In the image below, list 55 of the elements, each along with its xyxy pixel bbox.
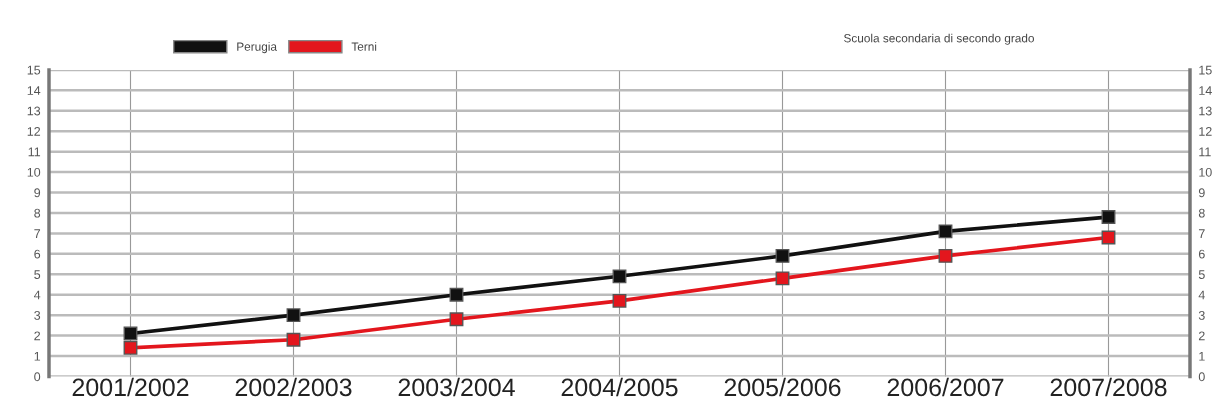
point — [449, 312, 464, 327]
point — [612, 293, 627, 308]
y2-tick-label: 14 — [1199, 86, 1212, 95]
y-tick-label: 11 — [28, 147, 41, 157]
y2-tick-label: 4 — [1198, 290, 1205, 300]
x-tick-label: 2001/2002 — [72, 377, 189, 397]
point — [775, 248, 790, 263]
y-tick-label: 13 — [27, 106, 41, 116]
y-tick-label: 8 — [34, 208, 41, 218]
y-tick-label: 12 — [27, 127, 41, 136]
y2-tick-label: 10 — [1199, 167, 1212, 177]
point — [1101, 210, 1116, 224]
point — [449, 287, 464, 302]
y2-tick-label: 15 — [1199, 65, 1212, 75]
y2-tick-label: 8 — [1198, 208, 1205, 218]
y2-tick-label: 5 — [1198, 270, 1205, 279]
y2-tick-label: 13 — [1199, 106, 1212, 116]
point — [123, 326, 138, 341]
x-tick-label: 2007/2008 — [1050, 377, 1167, 397]
y-tick-label: 1 — [34, 351, 41, 361]
x-tick-label: 2006/2007 — [887, 377, 1004, 397]
y-tick-label: 6 — [34, 249, 41, 259]
x-tick-label: 2005/2006 — [724, 377, 841, 397]
y-tick-label: 2 — [34, 331, 41, 341]
y-tick-label: 10 — [27, 167, 41, 177]
y-tick-label: 9 — [34, 188, 41, 198]
y2-tick-label: 7 — [1198, 229, 1205, 238]
point — [286, 308, 301, 323]
chart-title: Scuola secondaria di secondo grado — [844, 33, 1034, 45]
x-tick-label: 2002/2003 — [235, 377, 352, 397]
point — [612, 269, 627, 284]
y-tick-label: 5 — [34, 270, 41, 279]
point — [286, 332, 301, 347]
y2-tick-label: 11 — [1199, 147, 1211, 157]
y2-tick-label: 12 — [1199, 127, 1212, 136]
y-tick-label: 15 — [27, 65, 41, 75]
y-tick-label: 3 — [34, 310, 41, 320]
legend-label: Terni — [351, 42, 377, 51]
x-tick-label: 2004/2005 — [561, 377, 678, 397]
point — [123, 340, 138, 355]
y2-tick-label: 3 — [1198, 310, 1205, 320]
y-tick-label: 0 — [34, 372, 41, 382]
y2-tick-label: 0 — [1198, 372, 1205, 382]
y-tick-label: 4 — [34, 290, 41, 300]
y2-tick-label: 9 — [1198, 188, 1205, 198]
legend-label: Perugia — [237, 42, 277, 54]
y2-tick-label: 1 — [1199, 351, 1205, 361]
y2-tick-label: 6 — [1198, 249, 1205, 259]
x-tick-label: 2003/2004 — [398, 377, 515, 397]
point — [938, 248, 953, 263]
y2-tick-label: 2 — [1198, 331, 1205, 341]
point — [775, 271, 790, 286]
point — [938, 224, 953, 239]
y-tick-label: 7 — [34, 229, 41, 238]
y-tick-label: 14 — [27, 86, 41, 95]
